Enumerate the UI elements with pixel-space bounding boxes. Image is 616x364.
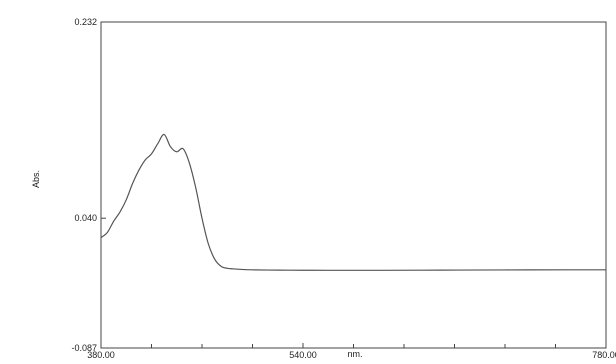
x-tick-label: 540.00 (289, 350, 317, 359)
y-tick-label: 0.040 (74, 213, 97, 223)
x-axis-label: nm. (347, 349, 362, 359)
y-tick-label: -0.087 (71, 343, 97, 353)
y-axis-label: Abs. (31, 170, 41, 188)
plot-frame (100, 21, 607, 349)
x-tick-label: 380.00 (87, 350, 115, 359)
y-tick-label: 0.232 (74, 17, 97, 27)
x-tick-label: 780.00 (592, 350, 616, 359)
spectrum-line (100, 133, 607, 271)
